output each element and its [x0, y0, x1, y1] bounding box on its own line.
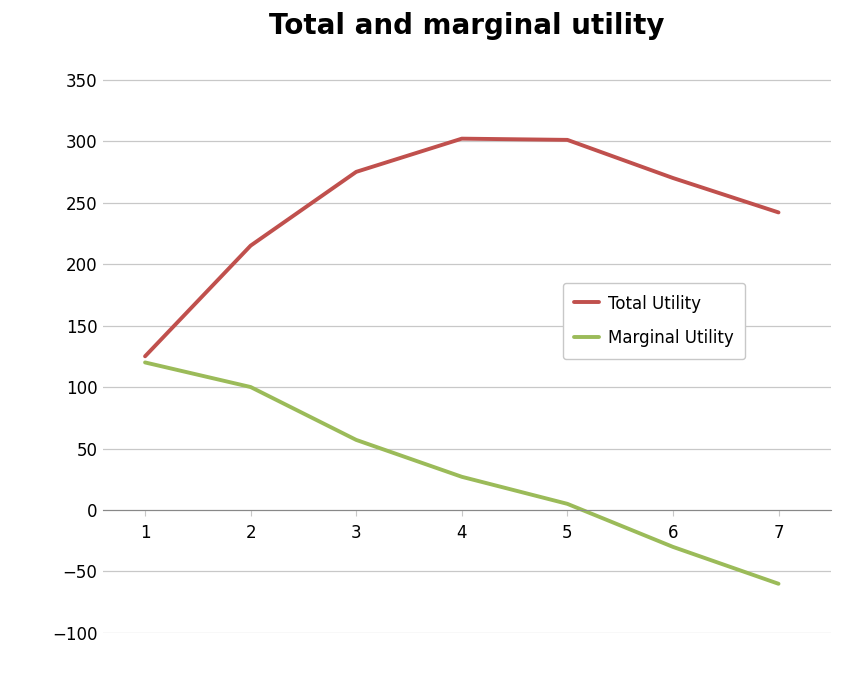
- Total Utility: [245, 241, 255, 250]
- Marginal Utility: [140, 358, 150, 367]
- Marginal Utility: [562, 499, 572, 508]
- Marginal Utility: [351, 436, 362, 444]
- Total Utility: [773, 208, 783, 217]
- Total Utility: [562, 136, 572, 144]
- Marginal Utility: [245, 383, 255, 391]
- Marginal Utility: [668, 543, 678, 551]
- Title: Total and marginal utility: Total and marginal utility: [269, 12, 665, 40]
- Marginal Utility: [457, 473, 467, 481]
- Total Utility: [351, 168, 362, 176]
- Total Utility: [457, 135, 467, 143]
- Total Utility: [140, 352, 150, 361]
- Marginal Utility: [773, 580, 783, 588]
- Line: Marginal Utility: Marginal Utility: [145, 363, 778, 584]
- Total Utility: [668, 174, 678, 182]
- Legend: Total Utility, Marginal Utility: Total Utility, Marginal Utility: [563, 283, 746, 359]
- Line: Total Utility: Total Utility: [145, 139, 778, 356]
